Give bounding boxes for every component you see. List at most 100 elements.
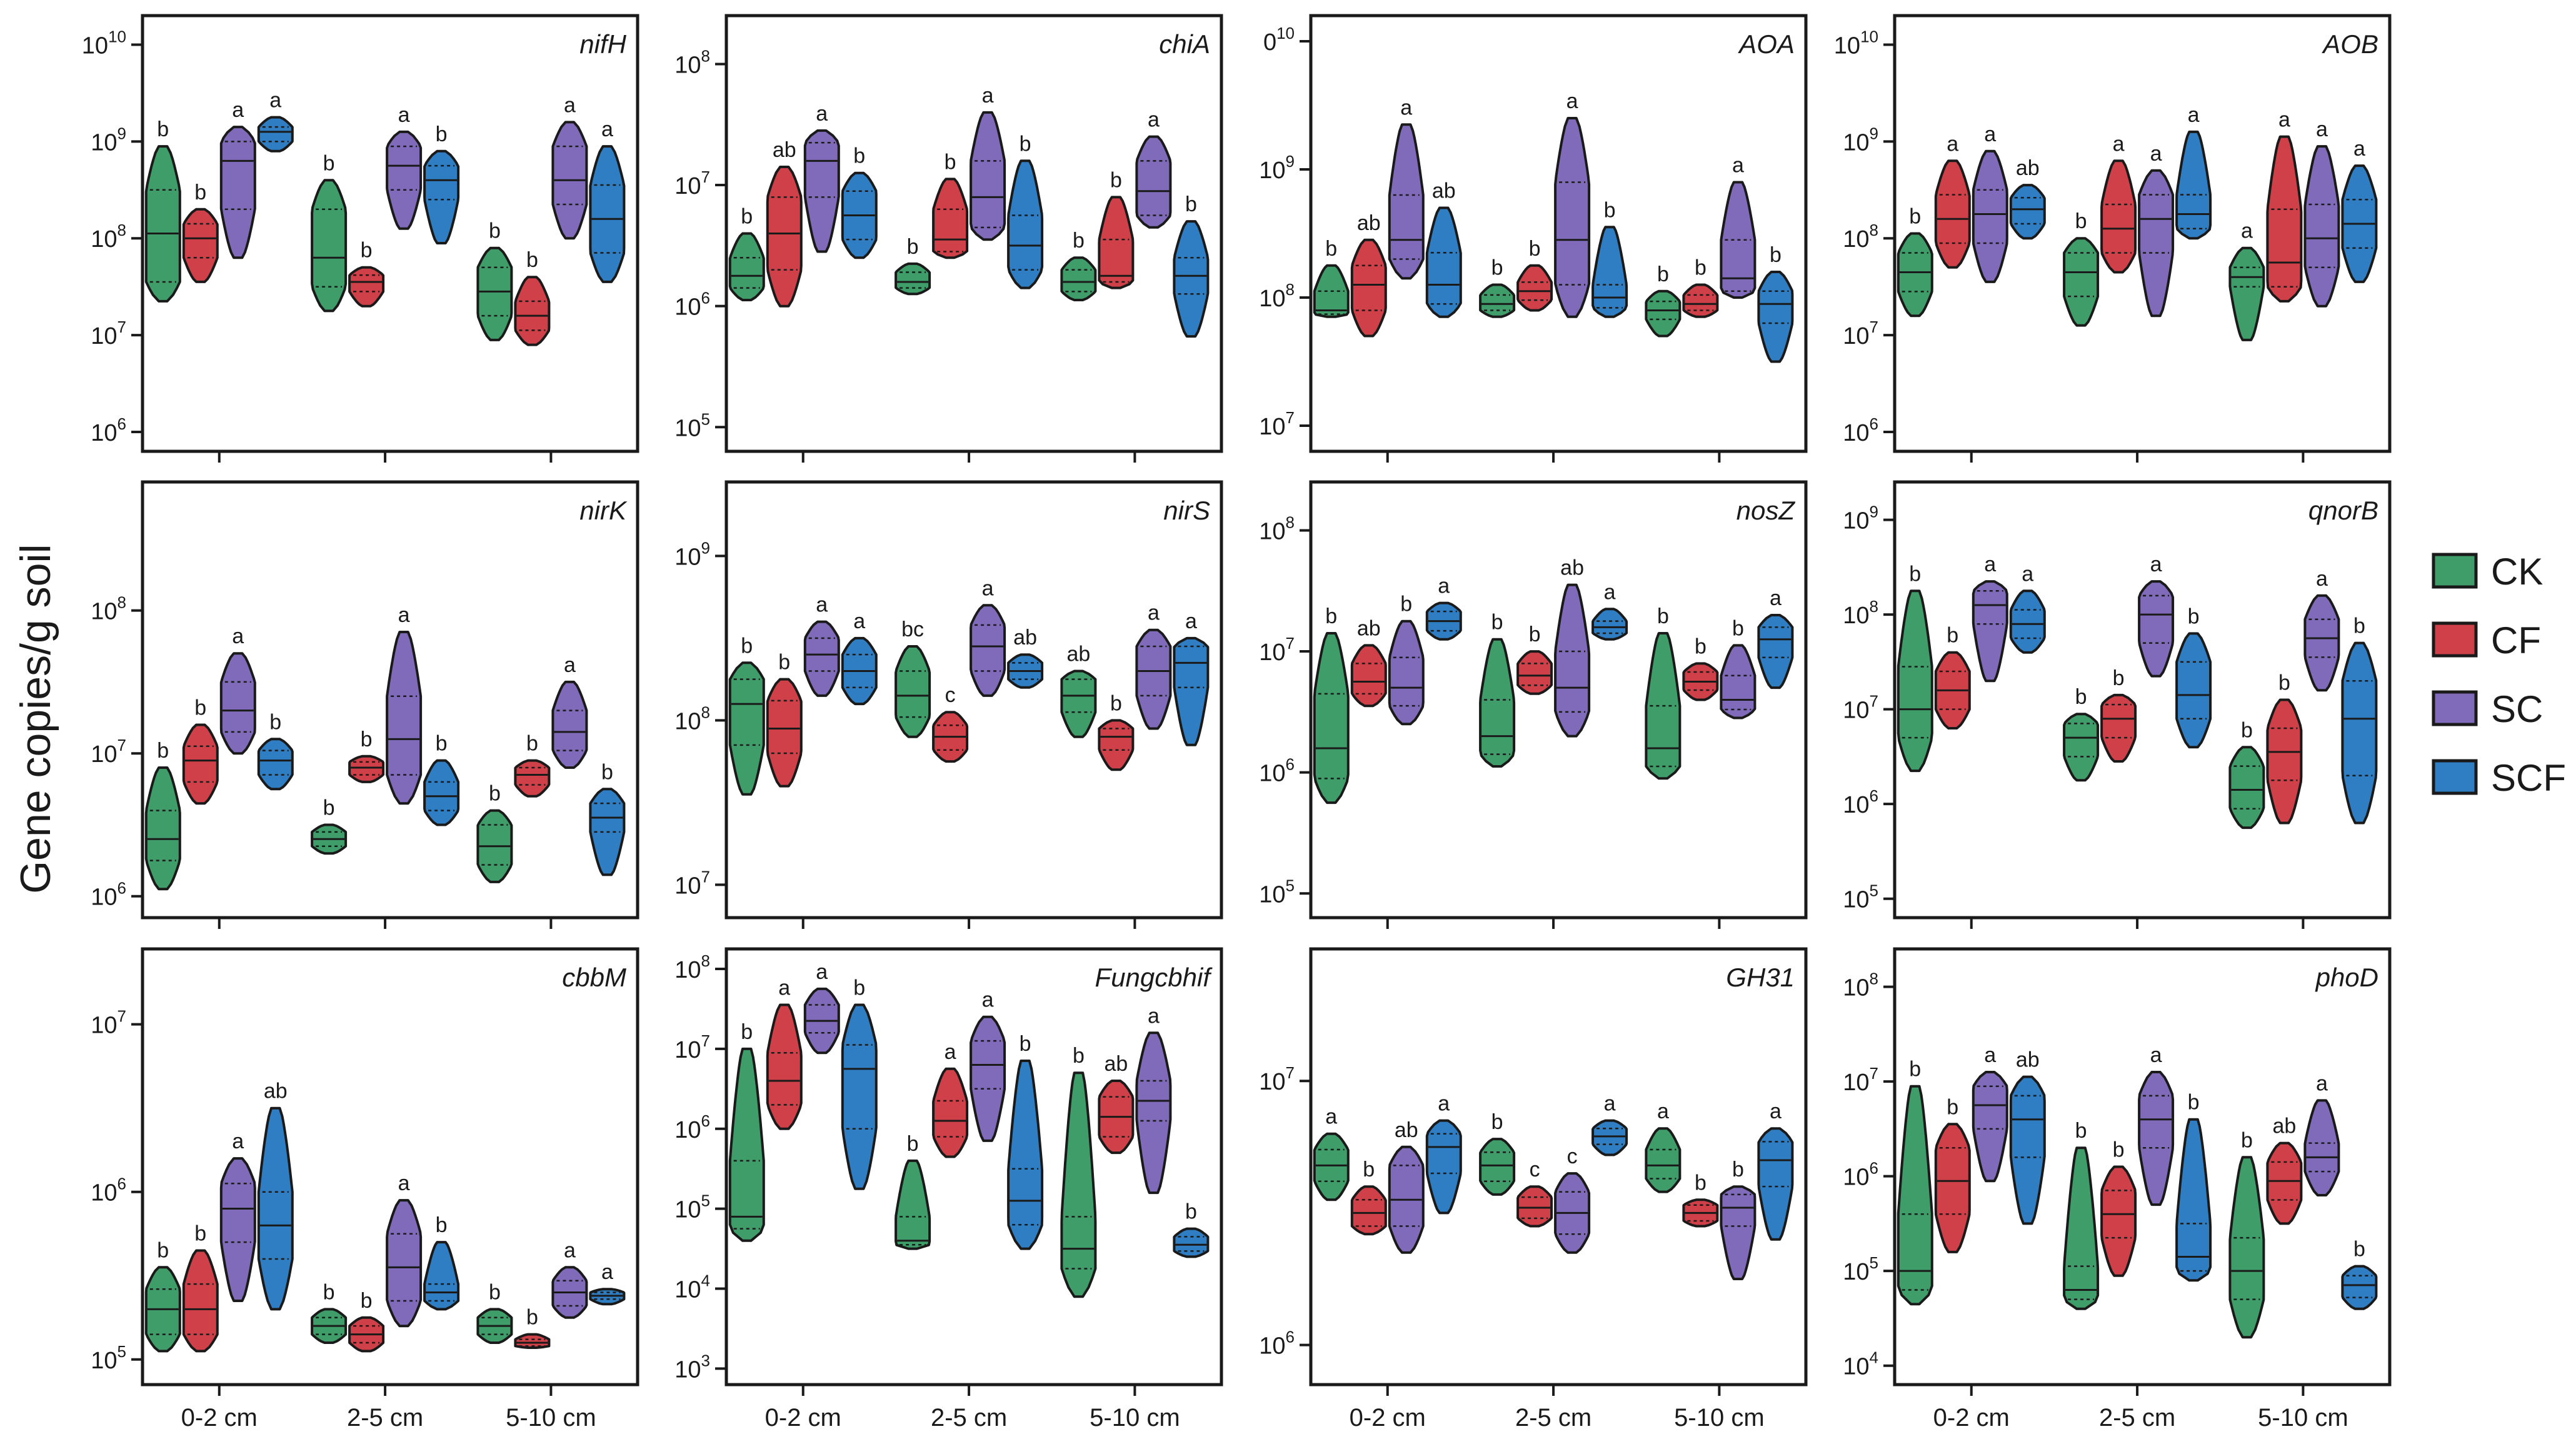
y-tick-label: 109 — [674, 538, 710, 570]
panel-title: chiA — [1159, 29, 1210, 59]
significance-letter: b — [741, 205, 753, 229]
violin-SC — [1388, 619, 1425, 726]
significance-letter: a — [1984, 553, 1996, 576]
significance-letter: b — [489, 782, 501, 806]
y-tick-label: 108 — [674, 46, 710, 78]
significance-letter: a — [1400, 96, 1412, 119]
y-tick-label: 109 — [1843, 503, 1878, 534]
significance-letter: ab — [773, 138, 796, 162]
y-tick-exponent: 6 — [1870, 414, 1878, 433]
significance-letter: a — [2353, 137, 2365, 161]
significance-letter: b — [526, 732, 538, 756]
violin-SC — [803, 129, 840, 253]
legend: CK CF SC SCF — [2432, 551, 2566, 799]
y-tick-exponent: 9 — [1870, 124, 1878, 143]
panel-frame — [141, 480, 639, 920]
violin-CF — [514, 1333, 551, 1349]
y-tick-exponent: 7 — [1870, 318, 1878, 336]
violin-SC — [970, 1015, 1006, 1142]
y-tick-exponent: 7 — [701, 168, 710, 186]
significance-letter: a — [1566, 89, 1578, 113]
y-tick-label: 108 — [1259, 513, 1295, 544]
violin-CF — [766, 1003, 803, 1130]
violin-SC — [386, 1199, 423, 1328]
violin-CK — [2228, 1156, 2265, 1339]
significance-letter: b — [907, 235, 919, 259]
y-tick-label: 107 — [674, 168, 710, 199]
y-tick-label: 106 — [91, 879, 126, 911]
panel-frame — [724, 947, 1223, 1386]
significance-letter: b — [194, 181, 206, 204]
significance-letter: a — [1732, 154, 1744, 178]
significance-letter: ab — [1013, 626, 1037, 649]
significance-letter: bc — [901, 618, 924, 641]
significance-letter: b — [1909, 205, 1921, 229]
violin-CK — [476, 246, 513, 341]
y-tick-exponent: 8 — [118, 221, 126, 239]
violin-CK — [1897, 232, 1933, 318]
violin-CF — [932, 1067, 969, 1158]
y-tick-label: 106 — [1843, 786, 1878, 818]
violin-CK — [1479, 1138, 1516, 1196]
significance-letter: a — [2316, 118, 2328, 141]
violin-SCF — [1173, 636, 1210, 746]
significance-letter: ab — [1357, 211, 1381, 235]
significance-letter: ab — [1395, 1118, 1418, 1142]
y-tick-label: 105 — [1259, 876, 1295, 908]
violin-SCF — [423, 149, 460, 244]
y-tick-exponent: 8 — [1870, 970, 1878, 988]
violin-CK — [1897, 589, 1933, 773]
y-tick-label: 010 — [1263, 24, 1295, 56]
y-tick-exponent: 7 — [701, 1031, 710, 1050]
significance-letter: ab — [2016, 156, 2040, 180]
y-tick-exponent: 9 — [701, 538, 710, 557]
significance-letter: b — [1325, 237, 1337, 261]
x-tick-label: 2-5 cm — [931, 1404, 1007, 1431]
significance-letter: a — [398, 603, 410, 627]
y-tick-exponent: 6 — [118, 879, 126, 898]
significance-letter: a — [1185, 609, 1197, 633]
significance-letter: b — [1020, 1032, 1031, 1056]
significance-letter: b — [2075, 209, 2087, 233]
y-tick-exponent: 7 — [1870, 692, 1878, 711]
violin-SCF — [1173, 1227, 1210, 1258]
significance-letter: b — [1604, 198, 1616, 222]
y-tick-label: 107 — [1259, 634, 1295, 666]
y-tick-exponent: 10 — [1276, 24, 1295, 43]
significance-letter: a — [816, 960, 828, 984]
significance-letter: b — [2241, 718, 2253, 742]
significance-letter: a — [1657, 1100, 1669, 1123]
y-tick-label: 108 — [91, 593, 126, 625]
significance-letter: ab — [264, 1080, 288, 1103]
violin-CF — [2100, 693, 2137, 763]
violin-CK — [144, 766, 181, 891]
significance-letter: b — [853, 976, 865, 1000]
y-tick-exponent: 6 — [1870, 1159, 1878, 1178]
violin-SCF — [1757, 1127, 1794, 1241]
violin-SC — [1720, 1185, 1757, 1280]
significance-letter: b — [1695, 634, 1706, 658]
y-tick-label: 107 — [91, 736, 126, 768]
significance-letter: b — [157, 1238, 169, 1262]
violin-SCF — [257, 116, 294, 153]
panel-frame — [1309, 947, 1808, 1386]
y-tick-label: 105 — [91, 1342, 126, 1374]
y-tick-exponent: 7 — [1286, 634, 1295, 653]
y-tick-label: 106 — [1843, 1159, 1878, 1191]
significance-letter: ab — [1560, 556, 1584, 580]
violin-SCF — [2009, 1075, 2046, 1225]
panel-title: nifH — [579, 29, 626, 59]
violin-SCF — [423, 1241, 460, 1311]
significance-letter: a — [816, 102, 828, 126]
y-tick-label: 107 — [91, 1007, 126, 1039]
violin-CK — [728, 661, 765, 796]
significance-letter: a — [982, 84, 994, 108]
significance-letter: b — [2353, 614, 2365, 638]
y-tick-label: 1010 — [1834, 27, 1878, 59]
legend-label-CF: CF — [2491, 619, 2541, 661]
panel-frame — [724, 480, 1223, 920]
y-tick-label: 108 — [674, 703, 710, 735]
y-tick-label: 107 — [1843, 318, 1878, 349]
